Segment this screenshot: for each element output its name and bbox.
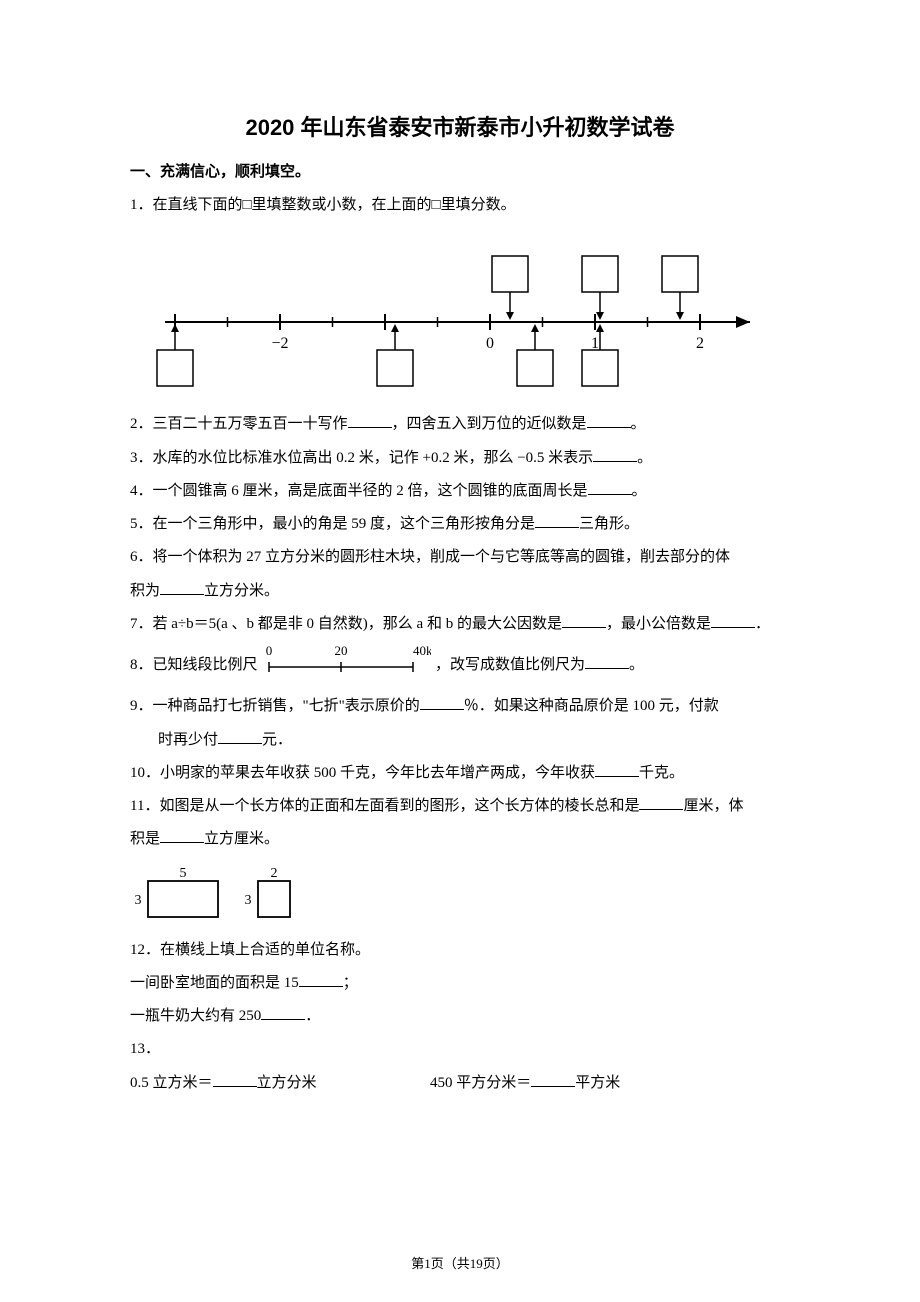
- question-9-cont: 时再少付 元．: [130, 726, 790, 755]
- svg-text:0: 0: [486, 335, 494, 352]
- question-9: 9．一种商品打七折销售，"七折"表示原价的 ％．如果这种商品原价是 100 元，付…: [130, 692, 790, 721]
- q13b-text: 450 平方分米＝: [430, 1075, 531, 1091]
- blank: [535, 512, 579, 528]
- blank: [639, 794, 683, 810]
- q6-text-c: 立方分米。: [204, 583, 279, 599]
- svg-text:−2: −2: [271, 335, 288, 352]
- q2-text-a: 2．三百二十五万零五百一十写作: [130, 416, 348, 432]
- blank: [261, 1004, 305, 1020]
- q4-text-b: 。: [632, 483, 647, 499]
- section-heading: 一、充满信心，顺利填空。: [130, 160, 790, 181]
- q8-text-a: 8．已知线段比例尺: [130, 657, 258, 673]
- q9-text-c: 时再少付: [158, 732, 218, 748]
- blank: [585, 653, 629, 669]
- blank: [588, 479, 632, 495]
- svg-text:20: 20: [335, 643, 348, 658]
- question-10: 10．小明家的苹果去年收获 500 千克，今年比去年增产两成，今年收获 千克。: [130, 759, 790, 788]
- q4-text-a: 4．一个圆锥高 6 厘米，高是底面半径的 2 倍，这个圆锥的底面周长是: [130, 483, 588, 499]
- scale-ruler-figure: 0 20 40km: [261, 643, 431, 688]
- q5-text-b: 三角形。: [579, 516, 639, 532]
- blank: [420, 694, 464, 710]
- svg-text:40km: 40km: [413, 643, 431, 658]
- question-12: 12．在横线上填上合适的单位名称。: [130, 936, 790, 965]
- page-footer: 第1页（共19页）: [0, 1253, 920, 1272]
- svg-text:5: 5: [180, 866, 187, 881]
- q11-text-c: 积是: [130, 831, 160, 847]
- svg-text:0: 0: [266, 643, 273, 658]
- q3-text-b: 。: [637, 450, 652, 466]
- question-12b: 一瓶牛奶大约有 250 ．: [130, 1002, 790, 1031]
- blank: [160, 579, 204, 595]
- cuboid-views-figure: 5 3 2 3: [130, 861, 790, 928]
- blank: [593, 446, 637, 462]
- q11-text-d: 立方厘米。: [204, 831, 279, 847]
- page-title: 2020 年山东省泰安市新泰市小升初数学试卷: [130, 110, 790, 142]
- svg-text:2: 2: [696, 335, 704, 352]
- question-13: 13．: [130, 1035, 790, 1064]
- question-6: 6．将一个体积为 27 立方分米的圆形柱木块，削成一个与它等底等高的圆锥，削去部…: [130, 543, 790, 572]
- q3-text-a: 3．水库的水位比标准水位高出 0.2 米，记作 +0.2 米，那么 −0.5 米…: [130, 450, 593, 466]
- q7-text-c: ．: [755, 616, 770, 632]
- q10-text-a: 10．小明家的苹果去年收获 500 千克，今年比去年增产两成，今年收获: [130, 765, 595, 781]
- q6-text-b: 积为: [130, 583, 160, 599]
- q9-text-a: 9．一种商品打七折销售，"七折"表示原价的: [130, 698, 420, 714]
- question-13-parts: 0.5 立方米＝ 立方分米 450 平方分米＝ 平方米: [130, 1069, 790, 1098]
- q13b-tail: 平方米: [575, 1075, 620, 1091]
- blank: [711, 612, 755, 628]
- question-4: 4．一个圆锥高 6 厘米，高是底面半径的 2 倍，这个圆锥的底面周长是 。: [130, 477, 790, 506]
- blank: [531, 1071, 575, 1087]
- q13a-text: 0.5 立方米＝: [130, 1075, 213, 1091]
- question-3: 3．水库的水位比标准水位高出 0.2 米，记作 +0.2 米，那么 −0.5 米…: [130, 444, 790, 473]
- blank: [562, 612, 606, 628]
- q5-text-a: 5．在一个三角形中，最小的角是 59 度，这个三角形按角分是: [130, 516, 535, 532]
- q11-text-b: 厘米，体: [683, 798, 743, 814]
- question-12a: 一间卧室地面的面积是 15 ；: [130, 969, 790, 998]
- q2-text-b: ，四舍五入到万位的近似数是: [392, 416, 587, 432]
- svg-text:2: 2: [271, 866, 278, 881]
- question-11-cont: 积是 立方厘米。: [130, 825, 790, 854]
- q8-text-b: ，改写成数值比例尺为: [435, 657, 585, 673]
- blank: [160, 827, 204, 843]
- question-8: 8．已知线段比例尺 0 20 40km ，改写成数值比例尺为 。: [130, 643, 790, 688]
- question-2: 2．三百二十五万零五百一十写作 ，四舍五入到万位的近似数是 。: [130, 410, 790, 439]
- q9-text-b: ％．如果这种商品原价是 100 元，付款: [464, 698, 719, 714]
- svg-text:3: 3: [135, 893, 142, 908]
- question-6-cont: 积为 立方分米。: [130, 577, 790, 606]
- q13a-tail: 立方分米: [257, 1075, 317, 1091]
- svg-text:3: 3: [245, 893, 252, 908]
- blank: [587, 412, 631, 428]
- q9-text-d: 元．: [262, 732, 292, 748]
- q2-text-c: 。: [631, 416, 646, 432]
- q12a-tail: ；: [343, 975, 358, 991]
- number-line-figure: −2012: [150, 226, 770, 396]
- blank: [595, 761, 639, 777]
- question-5: 5．在一个三角形中，最小的角是 59 度，这个三角形按角分是 三角形。: [130, 510, 790, 539]
- blank: [218, 728, 262, 744]
- blank: [213, 1071, 257, 1087]
- q11-text-a: 11．如图是从一个长方体的正面和左面看到的图形，这个长方体的棱长总和是: [130, 798, 639, 814]
- q7-text-a: 7．若 a÷b＝5(a 、b 都是非 0 自然数)，那么 a 和 b 的最大公因…: [130, 616, 562, 632]
- blank: [348, 412, 392, 428]
- q12a-text: 一间卧室地面的面积是 15: [130, 975, 299, 991]
- q12b-text: 一瓶牛奶大约有 250: [130, 1008, 261, 1024]
- question-11: 11．如图是从一个长方体的正面和左面看到的图形，这个长方体的棱长总和是 厘米，体: [130, 792, 790, 821]
- blank: [299, 971, 343, 987]
- q12b-tail: ．: [305, 1008, 320, 1024]
- q7-text-b: ，最小公倍数是: [606, 616, 711, 632]
- q8-text-c: 。: [629, 657, 644, 673]
- question-7: 7．若 a÷b＝5(a 、b 都是非 0 自然数)，那么 a 和 b 的最大公因…: [130, 610, 790, 639]
- q10-text-b: 千克。: [639, 765, 684, 781]
- q6-text-a: 6．将一个体积为 27 立方分米的圆形柱木块，削成一个与它等底等高的圆锥，削去部…: [130, 549, 730, 565]
- question-1: 1．在直线下面的□里填整数或小数，在上面的□里填分数。: [130, 191, 790, 220]
